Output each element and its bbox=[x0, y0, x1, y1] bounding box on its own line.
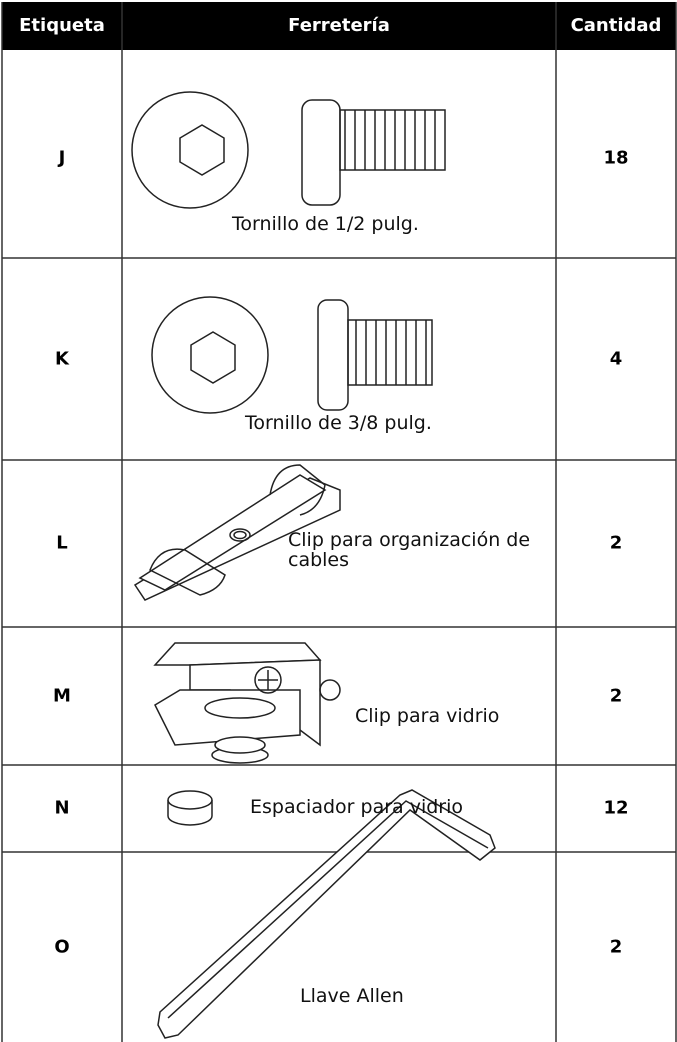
glass-clip bbox=[153, 642, 341, 764]
label: O bbox=[54, 936, 70, 958]
label: J bbox=[58, 147, 66, 169]
hardware-name: Clip para organización de cables bbox=[288, 529, 531, 571]
hardware-name: Llave Allen bbox=[300, 985, 404, 1007]
label: K bbox=[55, 348, 69, 370]
header-band bbox=[2, 2, 676, 50]
hardware-name: Espaciador para vidrio bbox=[250, 796, 464, 818]
label: L bbox=[56, 532, 68, 554]
label: N bbox=[54, 797, 70, 819]
cable-clip bbox=[133, 464, 341, 601]
spacer bbox=[167, 790, 213, 826]
header-cell: Ferretería bbox=[288, 15, 390, 36]
quantity: 12 bbox=[603, 797, 629, 819]
hardware-name: Clip para vidrio bbox=[355, 705, 500, 727]
label: M bbox=[53, 685, 71, 707]
hardware-name: Tornillo de 3/8 pulg. bbox=[245, 412, 432, 434]
allen-key bbox=[157, 789, 496, 1039]
header-cell: Etiqueta bbox=[19, 15, 105, 36]
quantity: 2 bbox=[609, 532, 623, 554]
screw-k bbox=[151, 296, 433, 414]
quantity: 4 bbox=[609, 348, 623, 370]
hardware-name: Tornillo de 1/2 pulg. bbox=[232, 213, 419, 235]
header-cell: Cantidad bbox=[570, 15, 662, 36]
screw-j bbox=[131, 91, 446, 209]
quantity: 18 bbox=[603, 147, 629, 169]
quantity: 2 bbox=[609, 685, 623, 707]
quantity: 2 bbox=[609, 936, 623, 958]
